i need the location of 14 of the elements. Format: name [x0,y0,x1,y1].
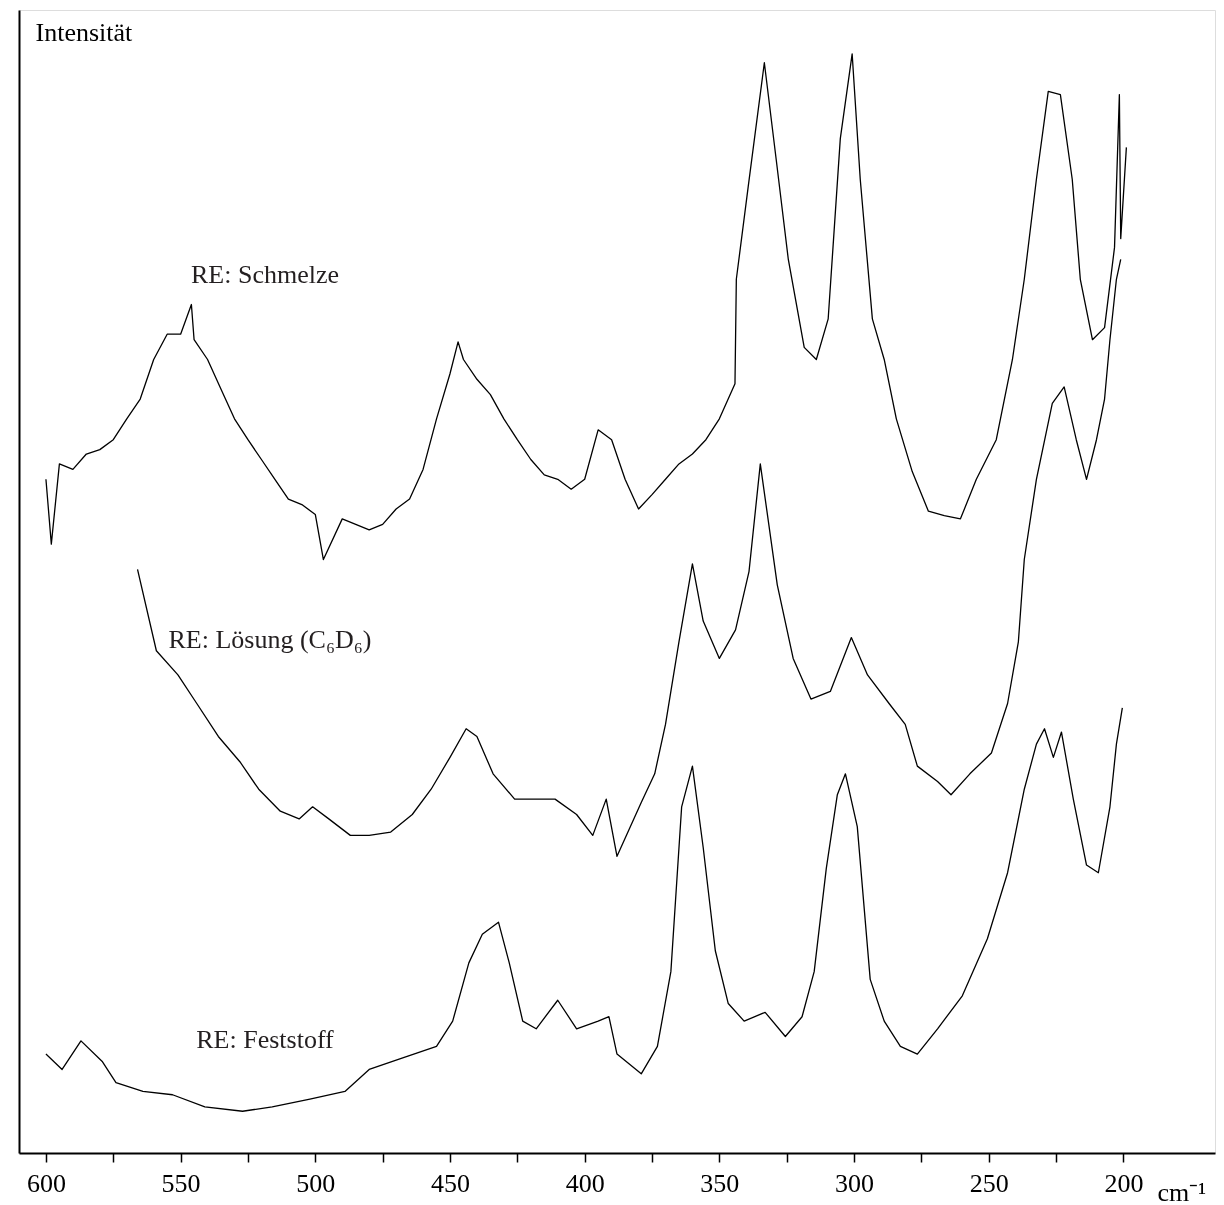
series-label: RE: Feststoff [196,1025,335,1054]
x-tick-label: 500 [296,1168,336,1198]
series-label: RE: Schmelze [190,260,340,289]
x-tick-label: 550 [161,1168,201,1198]
series-label: RE: Lösung (C₆D₆) [168,625,372,654]
x-tick-label: 600 [26,1168,66,1198]
x-tick-label: 450 [430,1168,470,1198]
y-axis-title: Intensität [35,17,134,47]
x-tick-label: 250 [969,1168,1009,1198]
x-tick-label: 350 [700,1168,740,1198]
x-tick-label: 300 [835,1168,875,1198]
x-axis-title: cm⁻¹ [1157,1177,1207,1205]
x-tick-label: 400 [565,1168,605,1198]
x-tick-label: 200 [1104,1168,1144,1198]
